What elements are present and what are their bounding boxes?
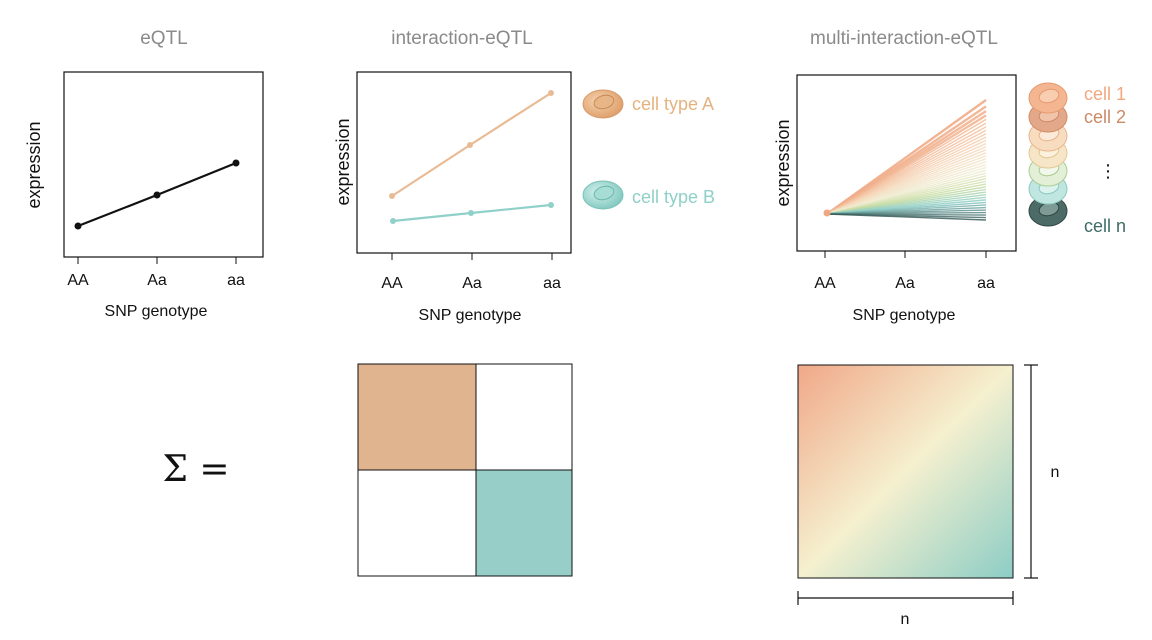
sigma-equals: Σ =: [162, 449, 229, 490]
eqtl-tick-label: Aa: [147, 272, 167, 289]
multi-tick-label: AA: [814, 275, 836, 292]
interaction-tick-label: AA: [381, 275, 403, 292]
interaction-plot-frame: [356, 71, 572, 254]
matrix-block-empty: [357, 469, 477, 577]
cell-type-a-point: [389, 193, 395, 199]
interaction-y-axis-label: expression: [333, 118, 353, 205]
legend-cell-2: cell 2: [1084, 107, 1126, 127]
eqtl-y-axis-label: expression: [24, 121, 44, 208]
eqtl-point: [153, 191, 161, 199]
interaction-x-axis-label: SNP genotype: [419, 307, 522, 324]
cell-type-b-point: [390, 218, 396, 224]
multi-title: multi-interaction-eQTL: [810, 28, 998, 49]
legend-cell-n: cell n: [1084, 216, 1126, 236]
cell-type-b-point: [468, 210, 474, 216]
interaction-title: interaction-eQTL: [391, 28, 533, 49]
multi-x-axis-label: SNP genotype: [853, 307, 956, 324]
cell-icon: [1028, 195, 1068, 227]
legend-cell-type-a: cell type A: [632, 94, 714, 114]
matrix-block-empty: [475, 363, 573, 471]
legend-ellipsis: ⋮: [1099, 161, 1117, 181]
eqtl-plot-frame: [63, 71, 264, 258]
multi-plot-frame: [796, 74, 1017, 252]
legend-cell-type-b: cell type B: [632, 187, 715, 207]
matrix-block-a: [357, 363, 477, 471]
dimension-label-right: n: [1051, 464, 1060, 481]
eqtl-point: [232, 159, 240, 167]
multi-y-axis-label: expression: [773, 119, 793, 206]
multi-tick-label: Aa: [895, 275, 915, 292]
gradient-covariance-matrix: [797, 364, 1014, 579]
eqtl-title: eQTL: [140, 28, 188, 49]
eqtl-x-axis-label: SNP genotype: [105, 303, 208, 320]
eqtl-tick-label: AA: [67, 272, 89, 289]
multi-interaction-line: [826, 213, 987, 221]
eqtl-tick-label: aa: [227, 272, 245, 289]
eqtl-point: [74, 222, 82, 230]
cell-type-b-point: [548, 202, 554, 208]
dimension-label-bottom: n: [901, 611, 910, 628]
cell-icon: [1028, 82, 1068, 114]
multi-line-fan: [826, 99, 987, 221]
cell-icon: [582, 180, 624, 210]
cell-type-a-point: [467, 142, 473, 148]
interaction-tick-label: aa: [543, 275, 561, 292]
cell-type-a-point: [548, 90, 554, 96]
legend-cell-1: cell 1: [1084, 84, 1126, 104]
block-diagonal-matrix: [357, 363, 573, 577]
matrix-block-b: [475, 469, 573, 577]
cell-icon: [582, 89, 624, 119]
multi-origin-point: [823, 209, 831, 217]
multi-tick-label: aa: [977, 275, 995, 292]
interaction-tick-label: Aa: [462, 275, 482, 292]
